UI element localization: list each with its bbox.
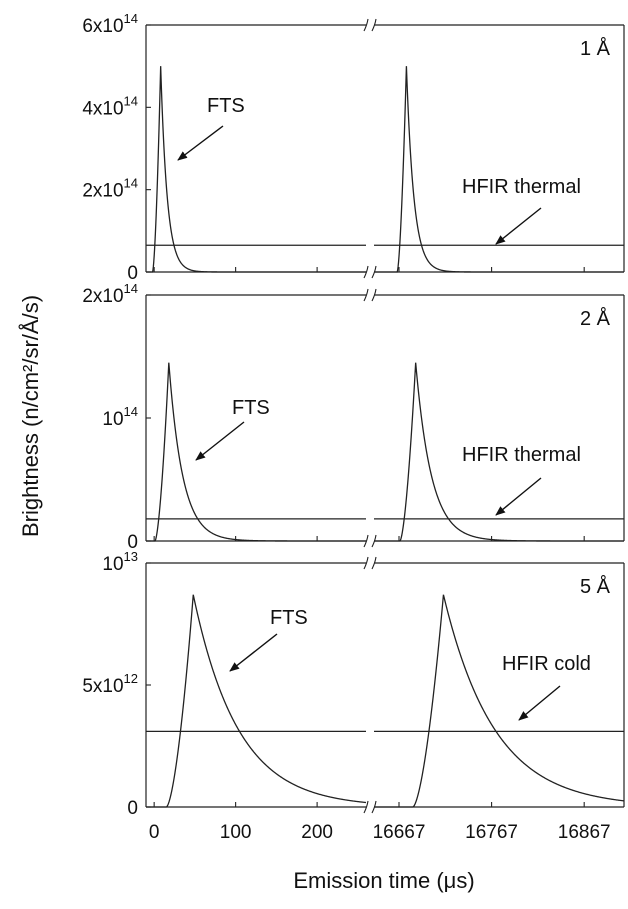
x-tick-label: 16767 <box>465 822 518 843</box>
panel-wavelength-label: 5 Å <box>580 575 611 598</box>
x-tick-label: 0 <box>149 822 160 843</box>
fts-pulse-line <box>146 66 366 273</box>
axis-break-mark <box>363 288 369 302</box>
annotation-label: FTS <box>207 95 245 117</box>
y-tick-label: 0 <box>127 532 138 553</box>
y-tick-label: 6x1014 <box>82 11 138 37</box>
x-tick-label: 16667 <box>373 822 426 843</box>
fts-pulse-line <box>374 362 624 542</box>
annotation-arrow <box>495 207 542 245</box>
fts-pulse-line <box>374 594 625 808</box>
x-tick-label: 200 <box>301 822 333 843</box>
annotation-label: HFIR thermal <box>462 176 581 198</box>
y-tick-label: 4x1014 <box>82 93 138 119</box>
axis-break-mark <box>363 265 369 279</box>
panel-2: 0 1014 2x1014 2 Å FTS HFIR thermal <box>82 281 625 553</box>
annotation-arrow <box>177 125 224 161</box>
x-axis-label: Emission time (μs) <box>293 868 474 893</box>
axis-break-mark <box>371 288 377 302</box>
y-tick-label: 0 <box>127 263 138 284</box>
fts-pulse-line <box>146 362 366 542</box>
y-tick-label: 1014 <box>102 404 138 430</box>
y-tick-label: 2x1014 <box>82 176 138 202</box>
axis-break-mark <box>371 556 377 570</box>
y-tick-label: 0 <box>127 798 138 819</box>
axis-break-mark <box>363 800 369 814</box>
annotation-arrow <box>495 477 542 516</box>
annotation-label: HFIR thermal <box>462 444 581 466</box>
annotation-arrow <box>229 633 278 672</box>
y-axis-label: Brightness (n/cm²/sr/Å/s) <box>18 295 43 537</box>
annotation-arrow <box>195 421 245 461</box>
panel-3: 0 5x1012 1013 5 Å FTS HFIR cold <box>82 549 625 819</box>
x-tick-label: 100 <box>220 822 252 843</box>
annotation-label: FTS <box>232 397 270 419</box>
panel-wavelength-label: 1 Å <box>580 37 611 60</box>
fts-pulse-line <box>146 594 367 808</box>
axis-break-mark <box>363 556 369 570</box>
axis-break-mark <box>363 534 369 548</box>
annotation-label: HFIR cold <box>502 653 591 675</box>
y-tick-label: 5x1012 <box>82 671 138 697</box>
x-tick-label: 16867 <box>558 822 611 843</box>
annotation-label: FTS <box>270 607 308 629</box>
panel-1: 0 2x1014 4x1014 6x1014 1 Å FTS HFIR thermal <box>82 11 625 284</box>
panel-wavelength-label: 2 Å <box>580 307 611 330</box>
axis-break-mark <box>363 18 369 32</box>
annotation-arrow <box>518 685 561 721</box>
y-tick-label: 1013 <box>102 549 138 575</box>
fts-pulse-line <box>374 66 624 273</box>
y-tick-label: 2x1014 <box>82 281 138 307</box>
axis-break-mark <box>371 18 377 32</box>
